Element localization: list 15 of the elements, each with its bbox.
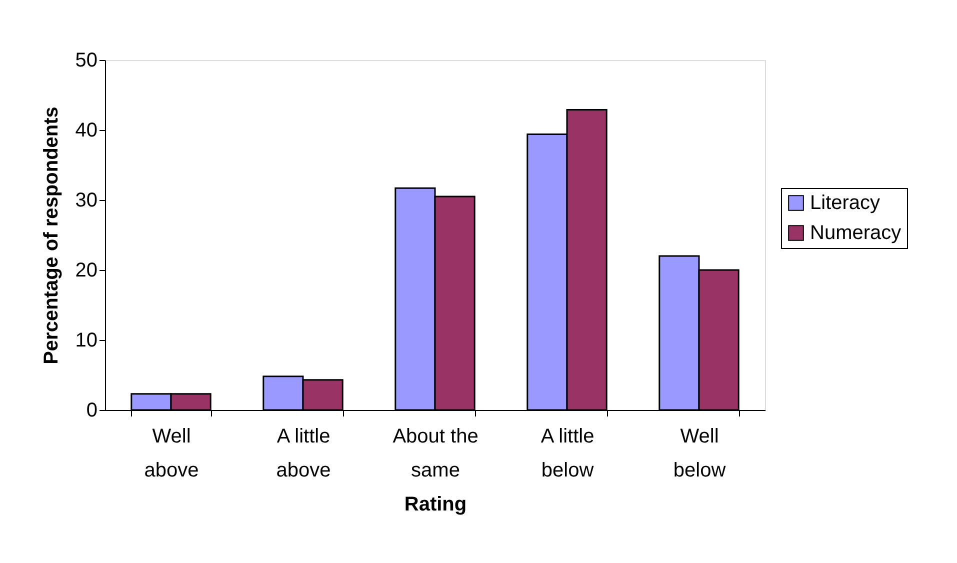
y-tick-label: 20 bbox=[75, 260, 98, 282]
x-tick-label: A little above bbox=[276, 426, 331, 482]
y-tick-label: 50 bbox=[75, 50, 98, 72]
x-tick-label: A little below bbox=[540, 426, 594, 482]
y-tick-label: 40 bbox=[75, 120, 98, 142]
legend-label: Literacy bbox=[810, 192, 880, 214]
y-tick-label: 0 bbox=[86, 400, 98, 422]
y-tick-label: 10 bbox=[75, 330, 98, 352]
x-axis-title: Rating bbox=[404, 494, 467, 516]
x-tick-label: About the same bbox=[392, 426, 478, 482]
x-tick-label: Well above bbox=[144, 426, 199, 482]
legend-label: Numeracy bbox=[810, 222, 902, 244]
x-tick-label: Well below bbox=[673, 426, 726, 482]
y-axis-title: Percentage of respondents bbox=[40, 106, 62, 364]
y-tick-label: 30 bbox=[75, 190, 98, 212]
